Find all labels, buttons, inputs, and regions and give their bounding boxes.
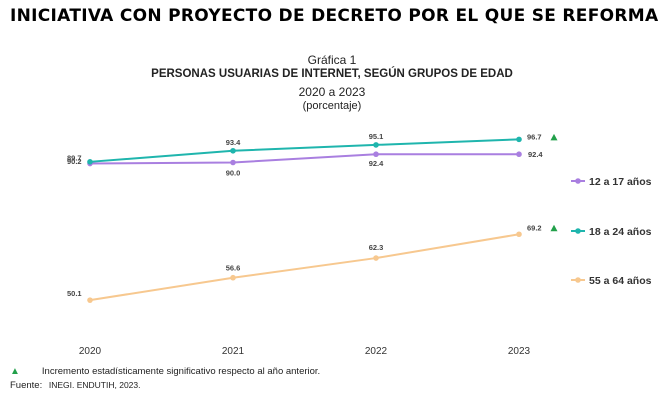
data-point <box>516 231 522 238</box>
source-text: INEGI. ENDUTIH, 2023. <box>48 380 141 390</box>
data-point <box>373 142 379 148</box>
x-tick-label: 2021 <box>222 346 245 357</box>
data-label: 92.4 <box>369 159 384 168</box>
series-line <box>89 153 519 165</box>
significance-marker-icon <box>550 224 558 232</box>
significance-marker-icon <box>550 133 558 141</box>
x-tick-label: 2022 <box>365 346 388 357</box>
series-line <box>89 138 520 163</box>
data-label: 93.4 <box>226 138 241 147</box>
data-label: 69.2 <box>527 223 542 232</box>
legend-swatch-marker <box>575 178 581 184</box>
chart-label: Gráfica 1 <box>307 53 357 67</box>
data-label: 89.7 <box>67 154 82 163</box>
series-line <box>89 233 520 302</box>
data-point <box>87 159 93 165</box>
footnote: ▲ Incremento estadísticamente significati… <box>10 366 320 377</box>
data-point <box>230 147 236 154</box>
data-point <box>87 297 93 303</box>
data-point <box>373 255 379 261</box>
legend-label: 12 a 17 años <box>589 176 652 188</box>
source-line: Fuente: INEGI. ENDUTIH, 2023. <box>10 380 141 391</box>
source-label: Fuente: <box>10 380 43 391</box>
data-label: 62.3 <box>369 243 384 252</box>
legend-label: 55 a 64 años <box>589 275 652 287</box>
chart-subtitle: 2020 a 2023 <box>298 85 366 99</box>
x-tick-label: 2020 <box>79 346 102 357</box>
data-point <box>373 151 379 158</box>
data-point <box>516 136 522 143</box>
legend-label: 18 a 24 años <box>589 226 652 238</box>
data-label: 50.1 <box>67 289 82 298</box>
data-label: 95.1 <box>369 132 384 141</box>
data-label: 96.7 <box>527 132 542 141</box>
data-point <box>230 274 236 281</box>
data-label: 90.0 <box>226 169 241 178</box>
footnote-text: Incremento estadísticamente significativ… <box>41 366 321 377</box>
data-label: 92.4 <box>528 150 543 159</box>
data-point <box>516 151 522 158</box>
data-label: 56.6 <box>226 264 241 273</box>
legend-swatch-marker <box>575 277 581 283</box>
chart-unit: (porcentaje) <box>302 100 362 112</box>
legend-swatch-marker <box>575 228 581 234</box>
x-tick-label: 2023 <box>508 346 531 357</box>
data-point <box>230 159 236 166</box>
data-label: 90.2 <box>67 157 82 166</box>
significance-marker-icon: ▲ <box>10 366 20 377</box>
chart-title: PERSONAS USUARIAS DE INTERNET, SEGÚN GRU… <box>151 68 513 80</box>
document-heading: INICIATIVA CON PROYECTO DE DECRETO POR E… <box>10 6 660 26</box>
